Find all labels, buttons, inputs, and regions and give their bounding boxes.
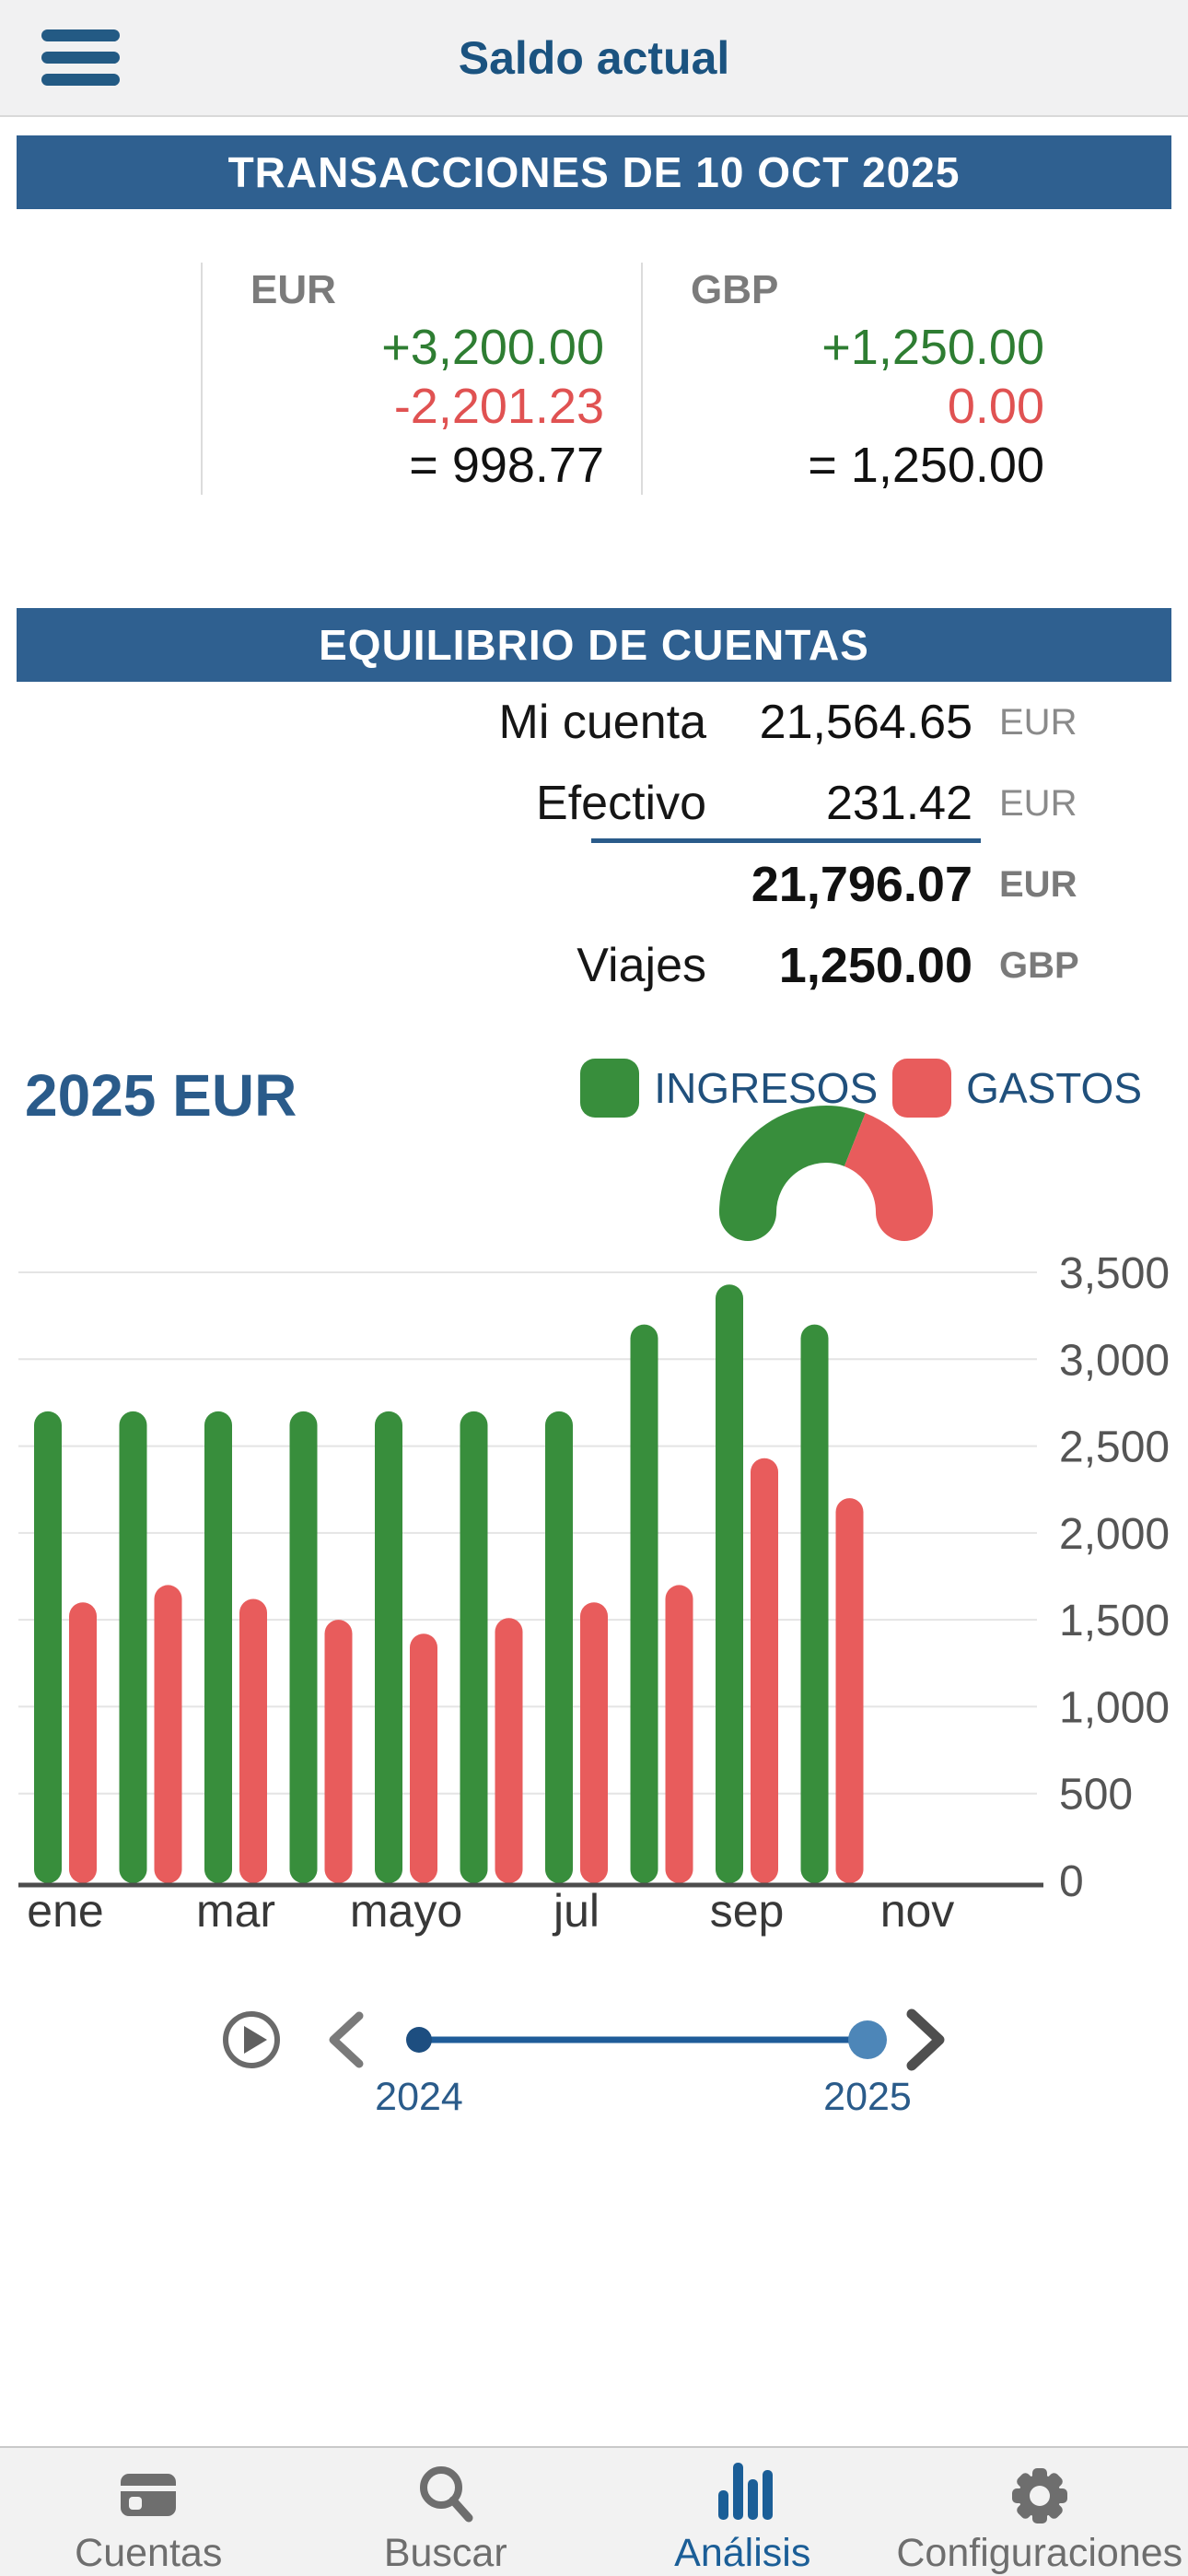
- analysis-header: 2025 EUR INGRESOS GASTOS: [0, 1006, 1188, 1244]
- tab-label: Análisis: [674, 2531, 811, 2575]
- svg-text:sep: sep: [710, 1885, 785, 1937]
- chevron-right-icon[interactable]: [906, 2008, 945, 2071]
- sum-divider: [591, 838, 981, 843]
- tab-buscar[interactable]: Buscar: [297, 2448, 595, 2576]
- timeline-knob[interactable]: [848, 2020, 887, 2059]
- account-currency: EUR: [999, 782, 1077, 824]
- account-name: Efectivo: [536, 777, 706, 830]
- account-currency: GBP: [999, 944, 1079, 986]
- transactions-summary: EUR +3,200.00 -2,201.23 = 998.77 GBP +1,…: [0, 263, 1188, 495]
- tab-analisis[interactable]: Análisis: [594, 2448, 891, 2576]
- tab-label: Configuraciones: [896, 2531, 1183, 2575]
- svg-text:2,000: 2,000: [1059, 1510, 1170, 1559]
- svg-text:2,500: 2,500: [1059, 1423, 1170, 1472]
- balance-list: Mi cuenta 21,564.65 EUR Efectivo 231.42 …: [0, 682, 1188, 1006]
- tab-configuraciones[interactable]: Configuraciones: [891, 2448, 1188, 2576]
- expense-amount: -2,201.23: [393, 379, 604, 434]
- svg-text:3,000: 3,000: [1059, 1336, 1170, 1385]
- page-title: Saldo actual: [458, 31, 730, 84]
- total-amount: = 1,250.00: [808, 438, 1044, 493]
- legend-label-ingresos: INGRESOS: [654, 1064, 879, 1112]
- account-amount: 1,250.00: [778, 938, 973, 993]
- currency-label: GBP: [691, 267, 779, 312]
- currency-label: EUR: [250, 267, 336, 312]
- search-icon: [419, 2466, 473, 2523]
- header: Saldo actual: [0, 0, 1188, 117]
- tab-bar: Cuentas Buscar Análisis: [0, 2446, 1188, 2576]
- monthly-bar-chart: 0 500 1,000 1,500 2,000 2,500 3,000 3,500 ene mar…: [18, 1249, 1170, 1937]
- account-currency: EUR: [999, 701, 1077, 743]
- svg-text:nov: nov: [880, 1885, 955, 1937]
- svg-text:mayo: mayo: [350, 1885, 462, 1937]
- timeline-start-dot[interactable]: [406, 2027, 432, 2053]
- svg-text:1,500: 1,500: [1059, 1597, 1170, 1645]
- income-expense-gauge: [719, 1106, 933, 1241]
- account-name: Viajes: [577, 939, 706, 992]
- gastos-swatch-icon: [892, 1059, 952, 1118]
- legend-label-gastos: GASTOS: [966, 1064, 1142, 1112]
- subtotal-amount: 21,796.07: [751, 857, 973, 912]
- hamburger-icon[interactable]: [41, 29, 120, 86]
- svg-text:500: 500: [1059, 1771, 1133, 1820]
- income-amount: +1,250.00: [821, 320, 1044, 375]
- subtotal-currency: EUR: [999, 863, 1077, 905]
- svg-text:jul: jul: [552, 1885, 600, 1937]
- ingresos-swatch-icon: [580, 1059, 640, 1118]
- gear-icon: [1011, 2468, 1067, 2523]
- svg-text:mar: mar: [196, 1885, 275, 1937]
- chart-legend: INGRESOS GASTOS: [580, 1059, 1142, 1118]
- svg-text:1,000: 1,000: [1059, 1683, 1170, 1732]
- balance-banner: EQUILIBRIO DE CUENTAS: [17, 608, 1171, 682]
- income-amount: +3,200.00: [381, 320, 604, 375]
- wallet-icon: [121, 2474, 177, 2516]
- chevron-left-icon[interactable]: [329, 2011, 364, 2068]
- chart-title: 2025 EUR: [25, 1062, 297, 1129]
- svg-text:ene: ene: [27, 1885, 103, 1937]
- account-row[interactable]: Efectivo 231.42 EUR: [0, 763, 1188, 844]
- subtotal-row: 21,796.07 EUR: [0, 844, 1188, 925]
- account-amount: 21,564.65: [759, 696, 973, 749]
- play-icon: [244, 2026, 267, 2054]
- tab-label: Buscar: [383, 2531, 507, 2575]
- account-row[interactable]: Viajes 1,250.00 GBP: [0, 925, 1188, 1006]
- expense-amount: 0.00: [947, 379, 1044, 434]
- svg-text:3,500: 3,500: [1059, 1249, 1170, 1298]
- svg-text:0: 0: [1059, 1857, 1084, 1906]
- transactions-banner: TRANSACCIONES DE 10 OCT 2025: [17, 135, 1171, 209]
- transactions-column-gbp: GBP +1,250.00 0.00 = 1,250.00: [641, 263, 1081, 495]
- transactions-column-eur: EUR +3,200.00 -2,201.23 = 998.77: [201, 263, 641, 495]
- year-start-label: 2024: [375, 2075, 463, 2119]
- tab-label: Cuentas: [75, 2531, 223, 2575]
- tab-cuentas[interactable]: Cuentas: [0, 2448, 297, 2576]
- play-button[interactable]: [223, 2011, 280, 2068]
- account-amount: 231.42: [825, 777, 973, 830]
- year-end-label: 2025: [823, 2075, 912, 2119]
- year-timeline: 2024 2025: [0, 2005, 1188, 2161]
- total-amount: = 998.77: [409, 438, 604, 493]
- bar-chart-icon: [718, 2463, 774, 2520]
- account-row[interactable]: Mi cuenta 21,564.65 EUR: [0, 682, 1188, 763]
- account-name: Mi cuenta: [498, 696, 706, 749]
